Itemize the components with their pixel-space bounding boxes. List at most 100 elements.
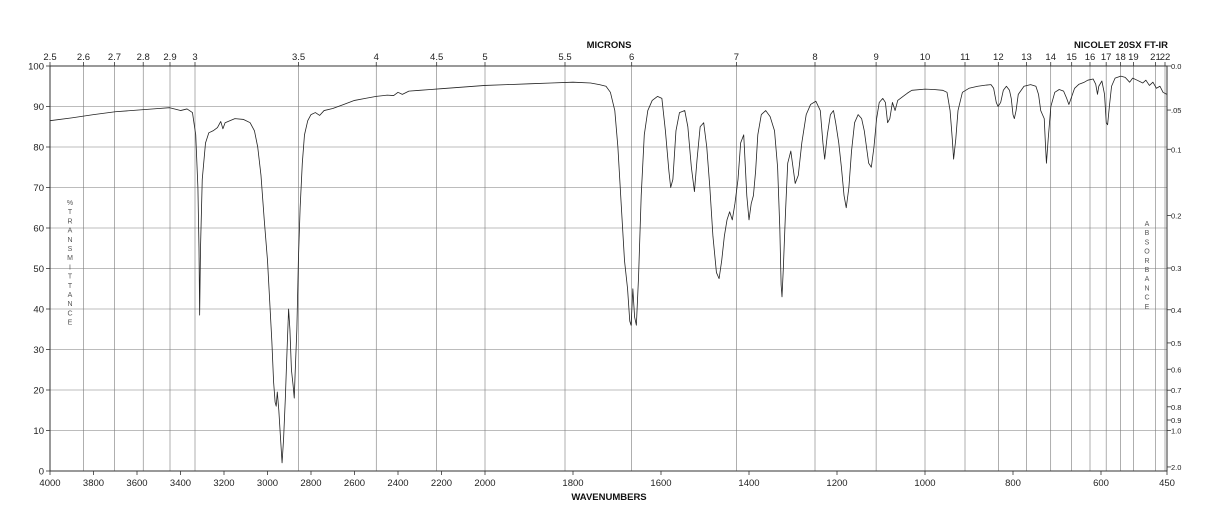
vertical-label-char: R [67,218,72,225]
bottom-tick-label: 4000 [39,478,60,489]
bottom-tick-label: 450 [1159,478,1175,489]
top-tick-label: 4 [374,52,379,63]
spectrum-line [49,75,1168,464]
top-micron-ticks: 2.5 2.6 2.7 2.8 2.9 3 3.5 4 4.5 5 5.5 6 7 8 9 10 11 12 13 1… [43,52,1170,66]
left-tick-label: 50 [33,264,44,275]
bottom-tick-label: 3000 [257,478,278,489]
left-tick-label: 10 [33,426,44,437]
top-tick-label: 13 [1021,52,1032,63]
right-tick-label: 0.1 [1171,145,1181,154]
top-tick-label: 16 [1085,52,1096,63]
vertical-label-char: A [1145,276,1150,283]
left-tick-label: 60 [33,224,44,235]
vertical-label-char: C [67,310,72,317]
bottom-tick-label: 1400 [738,478,759,489]
vertical-label-char: % [67,200,73,207]
top-tick-label: 3 [192,52,197,63]
vertical-label-char: R [1144,258,1149,265]
top-tick-label: 2.7 [108,52,121,63]
bottom-axis-title: WAVENUMBERS [571,492,646,503]
vertical-label-char: N [67,301,72,308]
top-tick-label: 2.9 [163,52,176,63]
right-tick-label: 0.5 [1171,339,1181,348]
right-absorbance-ticks: 0.0 .05 0.1 0.2 0.3 0.4 0.5 0.6 0.7 0.8 0.9 1.0 2.0 [1167,62,1181,472]
left-tick-label: 80 [33,143,44,154]
top-tick-label: 19 [1128,52,1139,63]
top-tick-label: 14 [1045,52,1056,63]
vertical-label-char: T [68,283,73,290]
vertical-label-char: O [1144,249,1150,256]
vertical-label-char: I [69,264,71,271]
top-tick-label: 2.8 [137,52,150,63]
left-tick-label: 70 [33,183,44,194]
left-tick-label: 100 [28,62,44,73]
top-tick-label: 10 [920,52,931,63]
vertical-label-char: T [68,274,73,281]
bottom-tick-label: 3800 [83,478,104,489]
top-tick-label: 8 [812,52,817,63]
vertical-label-char: N [1144,285,1149,292]
right-tick-label: 0.4 [1171,306,1181,315]
right-tick-label: 0.2 [1171,211,1181,220]
top-tick-label: 4.5 [430,52,443,63]
top-tick-label: 3.5 [292,52,305,63]
right-tick-label: 2.0 [1171,463,1181,472]
top-tick-label: 11 [960,52,970,63]
vertical-label-char: S [1145,239,1150,246]
left-tick-label: 40 [33,305,44,316]
grid-lines [50,66,1167,471]
vertical-label-char: M [67,255,73,262]
bottom-tick-label: 800 [1005,478,1021,489]
vertical-label-char: B [1145,267,1150,274]
bottom-wavenumber-ticks: 4000 3800 3600 3400 3200 3000 2800 2600 2400 2200… [39,471,1175,489]
top-tick-label: 2.5 [43,52,56,63]
left-tick-label: 20 [33,386,44,397]
top-tick-label: 15 [1066,52,1077,63]
bottom-tick-label: 3200 [213,478,234,489]
bottom-tick-label: 1800 [562,478,583,489]
bottom-tick-label: 600 [1093,478,1109,489]
left-tick-label: 30 [33,345,44,356]
top-tick-label: 7 [734,52,739,63]
vertical-label-char: E [1145,304,1150,311]
bottom-tick-label: 3400 [170,478,191,489]
right-tick-label: 0.0 [1171,62,1181,71]
top-tick-label: 21 [1150,52,1161,63]
top-tick-label: 22 [1160,52,1171,63]
right-tick-label: 0.6 [1171,365,1181,374]
right-tick-label: .05 [1171,106,1181,115]
bottom-tick-label: 2800 [300,478,321,489]
top-tick-label: 2.6 [77,52,90,63]
bottom-tick-label: 2400 [387,478,408,489]
vertical-label-char: E [68,320,73,327]
top-tick-label: 17 [1101,52,1112,63]
bottom-tick-label: 2200 [431,478,452,489]
top-tick-label: 12 [993,52,1004,63]
right-tick-label: 0.8 [1171,403,1181,412]
vertical-label-char: A [1145,221,1150,228]
left-tick-label: 0 [39,467,44,478]
bottom-tick-label: 2600 [344,478,365,489]
top-tick-label: 9 [873,52,878,63]
top-tick-label: 5 [482,52,487,63]
bottom-tick-label: 2000 [474,478,495,489]
top-tick-label: 18 [1115,52,1126,63]
top-tick-label: 5.5 [558,52,571,63]
right-tick-label: 0.9 [1171,416,1181,425]
right-tick-label: 0.7 [1171,386,1181,395]
vertical-label-char: N [67,237,72,244]
top-tick-label: 6 [629,52,634,63]
left-transmittance-ticks: 0 10 20 30 40 50 60 70 80 90 100 [28,62,50,478]
vertical-label-char: A [68,228,73,235]
right-tick-label: 0.3 [1171,264,1181,273]
vertical-label-char: C [1144,295,1149,302]
vertical-label-char: A [68,292,73,299]
bottom-tick-label: 1200 [826,478,847,489]
top-axis-title: MICRONS [587,40,632,51]
instrument-label: NICOLET 20SX FT-IR [1074,40,1168,51]
vertical-label-char: B [1145,230,1150,237]
bottom-tick-label: 1600 [650,478,671,489]
